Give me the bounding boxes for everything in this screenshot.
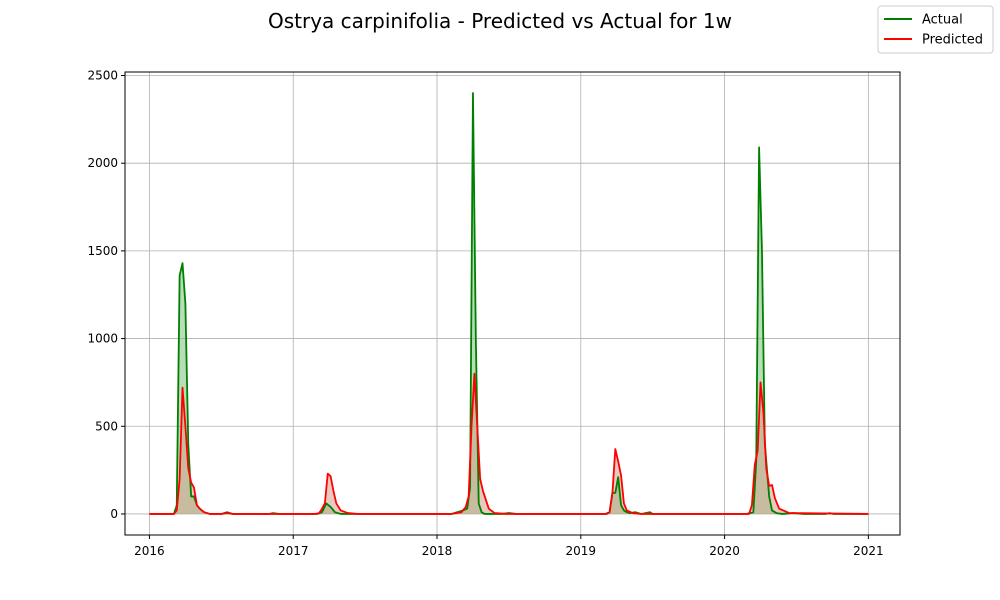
- y-tick-label: 2000: [87, 156, 118, 170]
- chart-title: Ostrya carpinifolia - Predicted vs Actua…: [268, 9, 732, 33]
- legend: Actual Predicted: [877, 5, 994, 54]
- y-tick-label: 1000: [87, 332, 118, 346]
- y-tick-label: 1500: [87, 244, 118, 258]
- axis-ticks: 2016 2017 2018 2019 2020 2021 0 500 1000 1500 2000…: [87, 69, 883, 558]
- grid-lines: [125, 72, 900, 535]
- x-tick-label: 2018: [422, 544, 453, 558]
- series-area-predicted: [149, 373, 869, 514]
- legend-box: [877, 5, 994, 54]
- x-tick-label: 2017: [278, 544, 309, 558]
- x-tick-label: 2016: [134, 544, 165, 558]
- legend-label-predicted: Predicted: [922, 33, 983, 48]
- y-tick-label: 0: [110, 507, 118, 521]
- series-lines: [149, 92, 869, 515]
- plot-frame: [124, 71, 901, 536]
- x-tick-label: 2021: [853, 544, 884, 558]
- x-tick-label: 2019: [566, 544, 597, 558]
- y-tick-label: 2500: [87, 69, 118, 83]
- y-tick-label: 500: [95, 419, 118, 433]
- series-areas: [149, 93, 869, 514]
- x-tick-label: 2020: [709, 544, 740, 558]
- series-line-predicted: [149, 372, 869, 515]
- legend-label-actual: Actual: [922, 13, 963, 28]
